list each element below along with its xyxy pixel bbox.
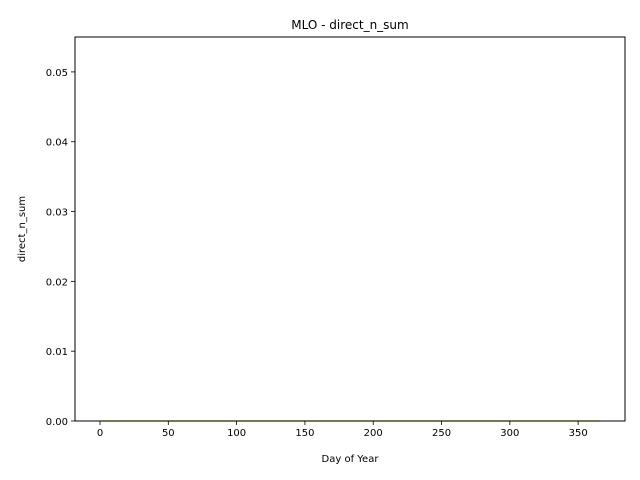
y-tick-label: 0.03 (46, 208, 68, 219)
x-tick-label: 150 (295, 428, 314, 439)
y-tick-label: 0.05 (46, 68, 68, 79)
y-tick-label: 0.00 (46, 417, 68, 428)
y-axis-label: direct_n_sum (17, 196, 28, 262)
y-axis-ticks: 0.00 0.01 0.02 0.03 0.04 0.05 (46, 68, 75, 428)
x-tick-label: 0 (97, 428, 103, 439)
y-tick-label: 0.01 (46, 347, 68, 358)
x-axis-ticks: 0 50 100 150 200 250 300 350 (97, 421, 588, 439)
x-axis-label: Day of Year (322, 454, 380, 465)
x-tick-label: 200 (364, 428, 383, 439)
x-tick-label: 300 (500, 428, 519, 439)
x-tick-label: 50 (162, 428, 175, 439)
y-tick-label: 0.02 (46, 277, 68, 288)
x-tick-label: 250 (432, 428, 451, 439)
plot-frame (74, 36, 626, 422)
x-tick-label: 100 (227, 428, 246, 439)
chart-title: MLO - direct_n_sum (291, 18, 408, 32)
y-tick-label: 0.04 (46, 138, 68, 149)
x-tick-label: 350 (569, 428, 588, 439)
